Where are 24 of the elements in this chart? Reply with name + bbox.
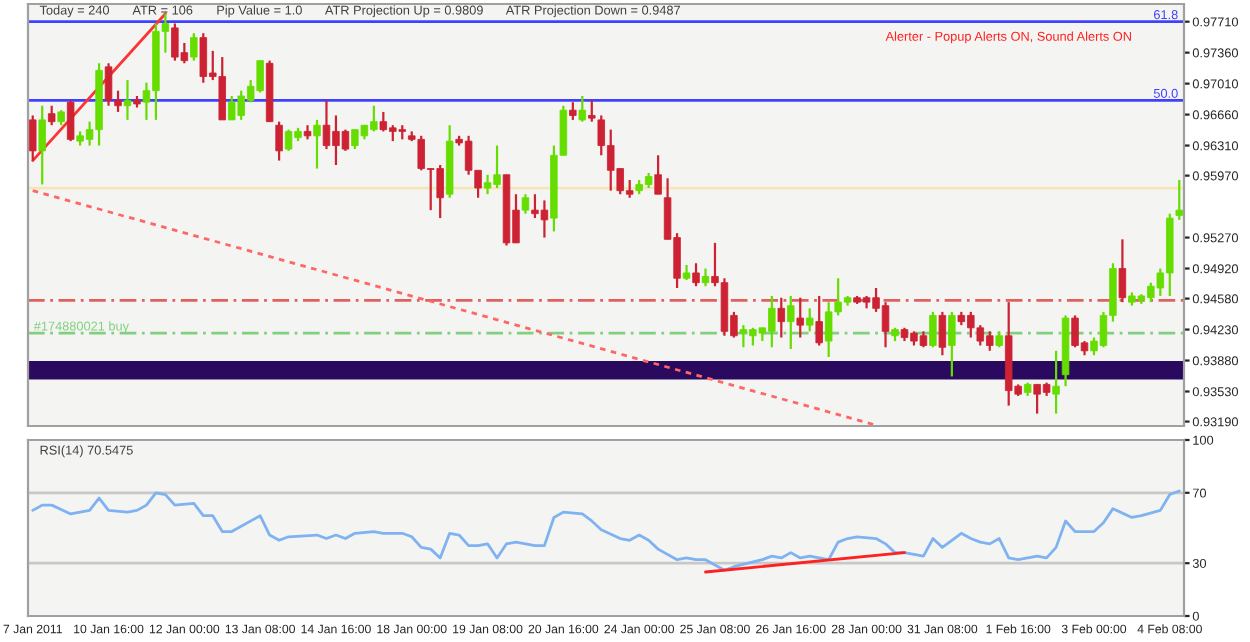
candlestick [948,310,956,378]
candlestick [123,78,132,122]
candlestick [796,296,804,339]
candlestick [929,310,937,349]
candlestick [938,310,947,357]
candlestick [29,114,37,162]
candlestick [313,118,321,170]
candlestick [1052,349,1060,415]
candlestick [521,193,530,215]
candlestick [588,99,596,123]
candlestick [47,104,56,127]
candlestick [578,94,587,123]
candlestick [38,104,46,186]
candlestick [777,296,786,339]
candlestick [805,307,814,333]
candlestick [190,32,198,62]
candlestick [275,120,283,162]
candlestick [692,262,700,288]
candlestick [1118,238,1127,304]
candlestick [654,154,662,196]
line-series [31,489,1181,572]
candlestick [66,99,75,143]
candlestick [815,294,823,347]
candlestick [787,294,795,351]
